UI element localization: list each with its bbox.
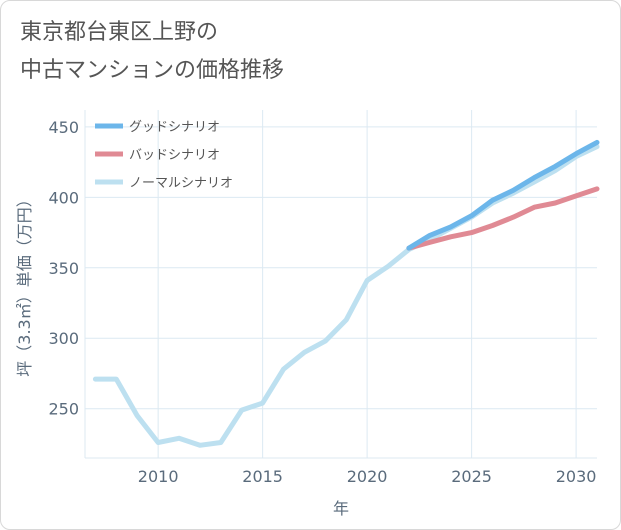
series-line-1 (406, 186, 600, 251)
legend-label: ノーマルシナリオ (129, 176, 233, 191)
y-axis-label: 坪（3.3㎡）単価（万円） (15, 191, 34, 376)
x-tick-label: 2015 (242, 467, 283, 486)
y-tick-label: 350 (48, 259, 79, 278)
axis-ticks: 2010 2015 2020 2025 2030 250 300 350 400 450 (48, 118, 596, 486)
legend-label: グッドシナリオ (129, 120, 220, 135)
chart-title-line-1: 東京都台東区上野の (20, 20, 219, 45)
x-tick-label: 2020 (347, 467, 388, 486)
series-line-2 (92, 144, 600, 448)
chart-title: 東京都台東区上野の 中古マンションの価格推移 (20, 14, 284, 90)
x-tick-label: 2030 (556, 467, 597, 486)
legend-label: バッドシナリオ (129, 148, 220, 163)
y-tick-label: 300 (48, 329, 79, 348)
x-tick-label: 2025 (451, 467, 492, 486)
y-tick-label: 250 (48, 400, 79, 419)
series-layer (92, 139, 600, 448)
y-tick-label: 450 (48, 118, 79, 137)
series-line-0 (406, 139, 600, 251)
x-axis-label: 年 (333, 499, 349, 518)
x-tick-label: 2010 (138, 467, 179, 486)
grid-lines (84, 110, 597, 459)
chart-title-line-2: 中古マンションの価格推移 (20, 58, 285, 83)
y-tick-label: 400 (48, 188, 79, 207)
